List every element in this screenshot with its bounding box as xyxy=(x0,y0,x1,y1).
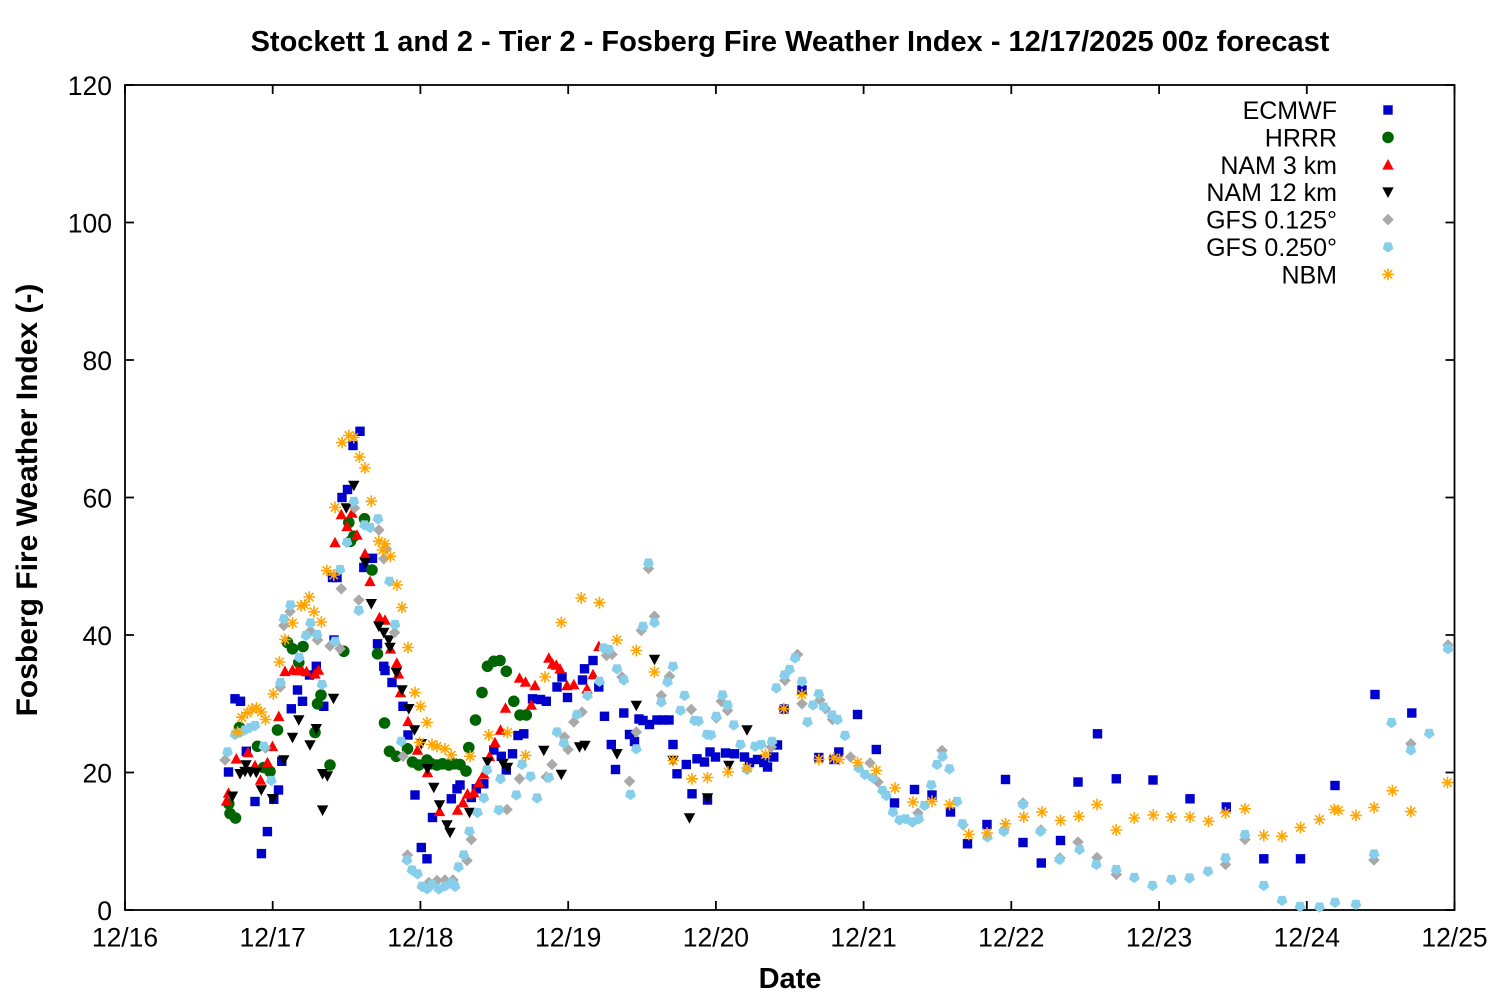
svg-text:60: 60 xyxy=(83,484,112,514)
svg-text:12/23: 12/23 xyxy=(1126,923,1192,953)
svg-text:NAM 3 km: NAM 3 km xyxy=(1220,152,1337,180)
svg-text:80: 80 xyxy=(83,346,112,376)
svg-text:120: 120 xyxy=(68,71,112,101)
svg-text:GFS 0.125°: GFS 0.125° xyxy=(1206,207,1337,235)
svg-text:12/25: 12/25 xyxy=(1421,923,1487,953)
svg-text:40: 40 xyxy=(83,621,112,651)
svg-text:12/20: 12/20 xyxy=(683,923,749,953)
svg-text:NAM 12 km: NAM 12 km xyxy=(1206,179,1337,207)
svg-text:0: 0 xyxy=(97,896,112,926)
svg-text:12/18: 12/18 xyxy=(387,923,453,953)
svg-text:GFS 0.250°: GFS 0.250° xyxy=(1206,234,1337,262)
svg-text:Stockett 1 and 2 - Tier 2 - Fo: Stockett 1 and 2 - Tier 2 - Fosberg Fire… xyxy=(251,26,1330,58)
svg-text:12/16: 12/16 xyxy=(92,923,158,953)
svg-text:12/24: 12/24 xyxy=(1274,923,1340,953)
svg-text:HRRR: HRRR xyxy=(1265,124,1337,152)
svg-text:ECMWF: ECMWF xyxy=(1243,97,1337,125)
svg-text:12/17: 12/17 xyxy=(240,923,306,953)
svg-text:100: 100 xyxy=(68,209,112,239)
svg-text:12/19: 12/19 xyxy=(535,923,601,953)
svg-text:12/22: 12/22 xyxy=(978,923,1044,953)
svg-text:NBM: NBM xyxy=(1281,261,1337,289)
svg-text:Date: Date xyxy=(759,963,822,995)
svg-text:12/21: 12/21 xyxy=(830,923,896,953)
svg-text:20: 20 xyxy=(83,759,112,789)
svg-text:Fosberg Fire Weather Index (-): Fosberg Fire Weather Index (-) xyxy=(11,284,44,717)
